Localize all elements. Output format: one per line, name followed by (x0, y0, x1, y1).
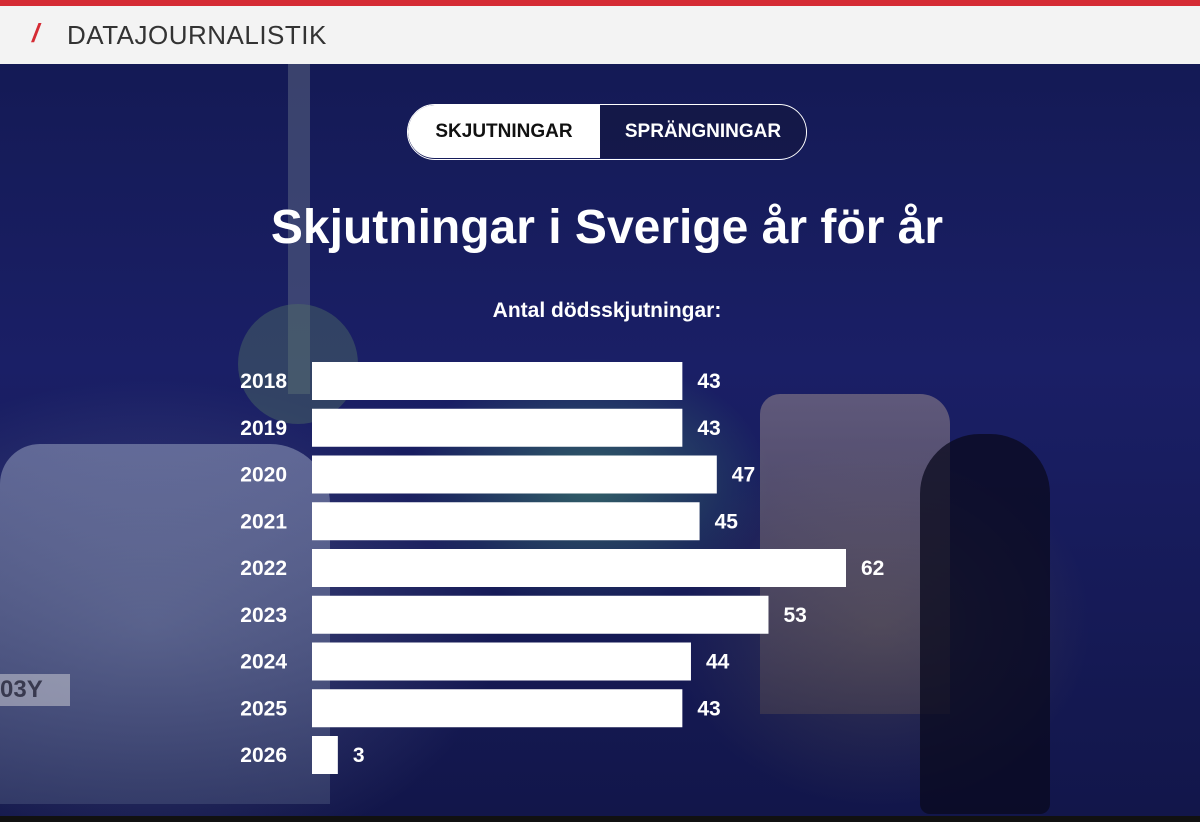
top-bar: / DATAJOURNALISTIK (0, 0, 1200, 64)
license-plate-text: 03Y (0, 676, 43, 703)
lamp-pole (288, 64, 310, 394)
bar-2021[interactable] (312, 502, 700, 541)
y-tick-label: 2026 (240, 744, 287, 767)
bar-2023[interactable] (312, 595, 769, 634)
topic-toggle[interactable]: SKJUTNINGAR SPRÄNGNINGAR (407, 104, 807, 160)
y-tick-label: 2022 (240, 557, 287, 580)
data-label: 53 (783, 604, 806, 627)
officer-silhouette (920, 434, 1050, 814)
data-label: 43 (697, 417, 720, 440)
slash-icon: / (32, 18, 40, 48)
bar-2026[interactable] (312, 736, 338, 774)
bar-2025[interactable] (312, 689, 683, 728)
data-label: 44 (706, 651, 730, 674)
bar-2020[interactable] (312, 455, 717, 494)
y-tick-label: 2018 (240, 370, 287, 393)
data-label: 62 (861, 557, 884, 580)
data-label: 43 (697, 370, 720, 393)
chart-subtitle: Antal dödsskjutningar: (492, 299, 722, 322)
license-plate: 03Y (0, 674, 70, 706)
bar-2019[interactable] (312, 408, 683, 447)
tab-skjutningar[interactable]: SKJUTNINGAR (408, 105, 600, 158)
chart-title: Skjutningar i Sverige år för år (270, 201, 944, 254)
data-label: 45 (715, 510, 739, 533)
bar-2022[interactable] (312, 549, 846, 587)
tab-sprangningar[interactable]: SPRÄNGNINGAR (600, 105, 806, 158)
y-tick-label: 2023 (240, 604, 287, 627)
y-tick-label: 2024 (240, 651, 287, 674)
y-tick-label: 2020 (240, 464, 287, 487)
bar-2024[interactable] (312, 642, 691, 681)
y-tick-label: 2021 (240, 510, 287, 533)
y-tick-label: 2019 (240, 417, 287, 440)
data-label: 3 (353, 744, 365, 767)
bar-2018[interactable] (312, 362, 683, 400)
data-label: 43 (697, 697, 720, 720)
section-title[interactable]: DATAJOURNALISTIK (67, 20, 327, 50)
accent-line (0, 0, 1200, 6)
y-tick-label: 2025 (240, 697, 287, 720)
police-car-left (0, 444, 330, 804)
bottom-bar (0, 816, 1200, 822)
data-label: 47 (732, 464, 755, 487)
